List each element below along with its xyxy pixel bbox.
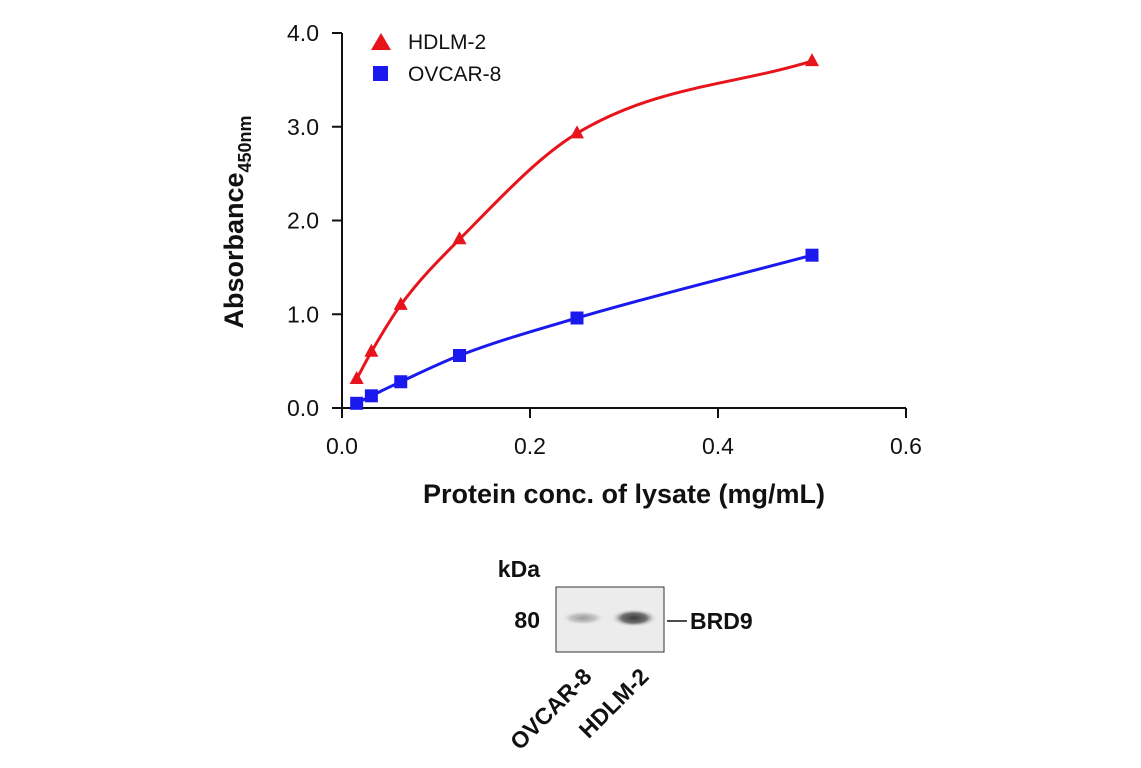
- y-axis-title-main: Absorbance: [219, 173, 249, 329]
- y-tick-label-0: 0.0: [287, 395, 319, 421]
- point-hdlm2-0: [349, 370, 364, 384]
- y-tick-label-2: 2.0: [287, 208, 319, 234]
- x-tick-label-3: 0.6: [890, 433, 922, 459]
- y-tick-label-4: 4.0: [287, 20, 319, 46]
- point-ovcar8-3: [453, 349, 466, 362]
- y-axis-title: Absorbance450nm: [219, 115, 255, 328]
- y-tick-label-3: 3.0: [287, 114, 319, 140]
- x-tick-label-2: 0.4: [702, 433, 734, 459]
- y-tick-label-1: 1.0: [287, 301, 319, 327]
- series-line-hdlm2: [355, 59, 813, 380]
- point-ovcar8-0: [350, 396, 364, 410]
- point-ovcar8-4: [570, 311, 584, 325]
- legend-hdlm2-marker: [371, 33, 391, 50]
- point-hdlm2-4: [570, 125, 584, 139]
- curves: [355, 59, 813, 405]
- point-hdlm2-3: [452, 231, 467, 245]
- kda-label: kDa: [498, 556, 540, 582]
- legend-hdlm2-label: HDLM-2: [408, 31, 486, 54]
- x-tick-label-1: 0.2: [514, 433, 546, 459]
- axes: [341, 33, 906, 409]
- kda-marker-value: 80: [514, 607, 540, 633]
- series-line-ovcar8: [356, 253, 813, 405]
- point-hdlm2-1: [364, 343, 379, 357]
- point-ovcar8-1: [364, 389, 378, 403]
- legend-ovcar8-marker: [373, 66, 388, 81]
- point-ovcar8-5: [805, 248, 819, 262]
- y-axis-title-sub: 450nm: [235, 115, 255, 172]
- blot-band-ovcar8: [561, 611, 605, 625]
- markers: [349, 53, 819, 410]
- x-tick-label-0: 0.0: [326, 433, 358, 459]
- legend: HDLM-2 OVCAR-8: [371, 31, 501, 86]
- point-ovcar8-2: [394, 375, 408, 389]
- lane-label-ovcar8: OVCAR-8: [505, 663, 597, 755]
- western-blot: kDa 80 BRD9 OVCAR-8 HDLM-2: [498, 556, 753, 755]
- point-hdlm2-2: [393, 296, 408, 310]
- band-label: BRD9: [690, 608, 753, 634]
- blot-band-hdlm2: [611, 609, 657, 627]
- x-axis-title: Protein conc. of lysate (mg/mL): [423, 479, 825, 509]
- ticks: 0.0 0.2 0.4 0.6 0.0 1.0 2.0 3.0 4.0: [287, 20, 922, 459]
- legend-ovcar8-label: OVCAR-8: [408, 63, 501, 86]
- point-hdlm2-5: [805, 53, 819, 67]
